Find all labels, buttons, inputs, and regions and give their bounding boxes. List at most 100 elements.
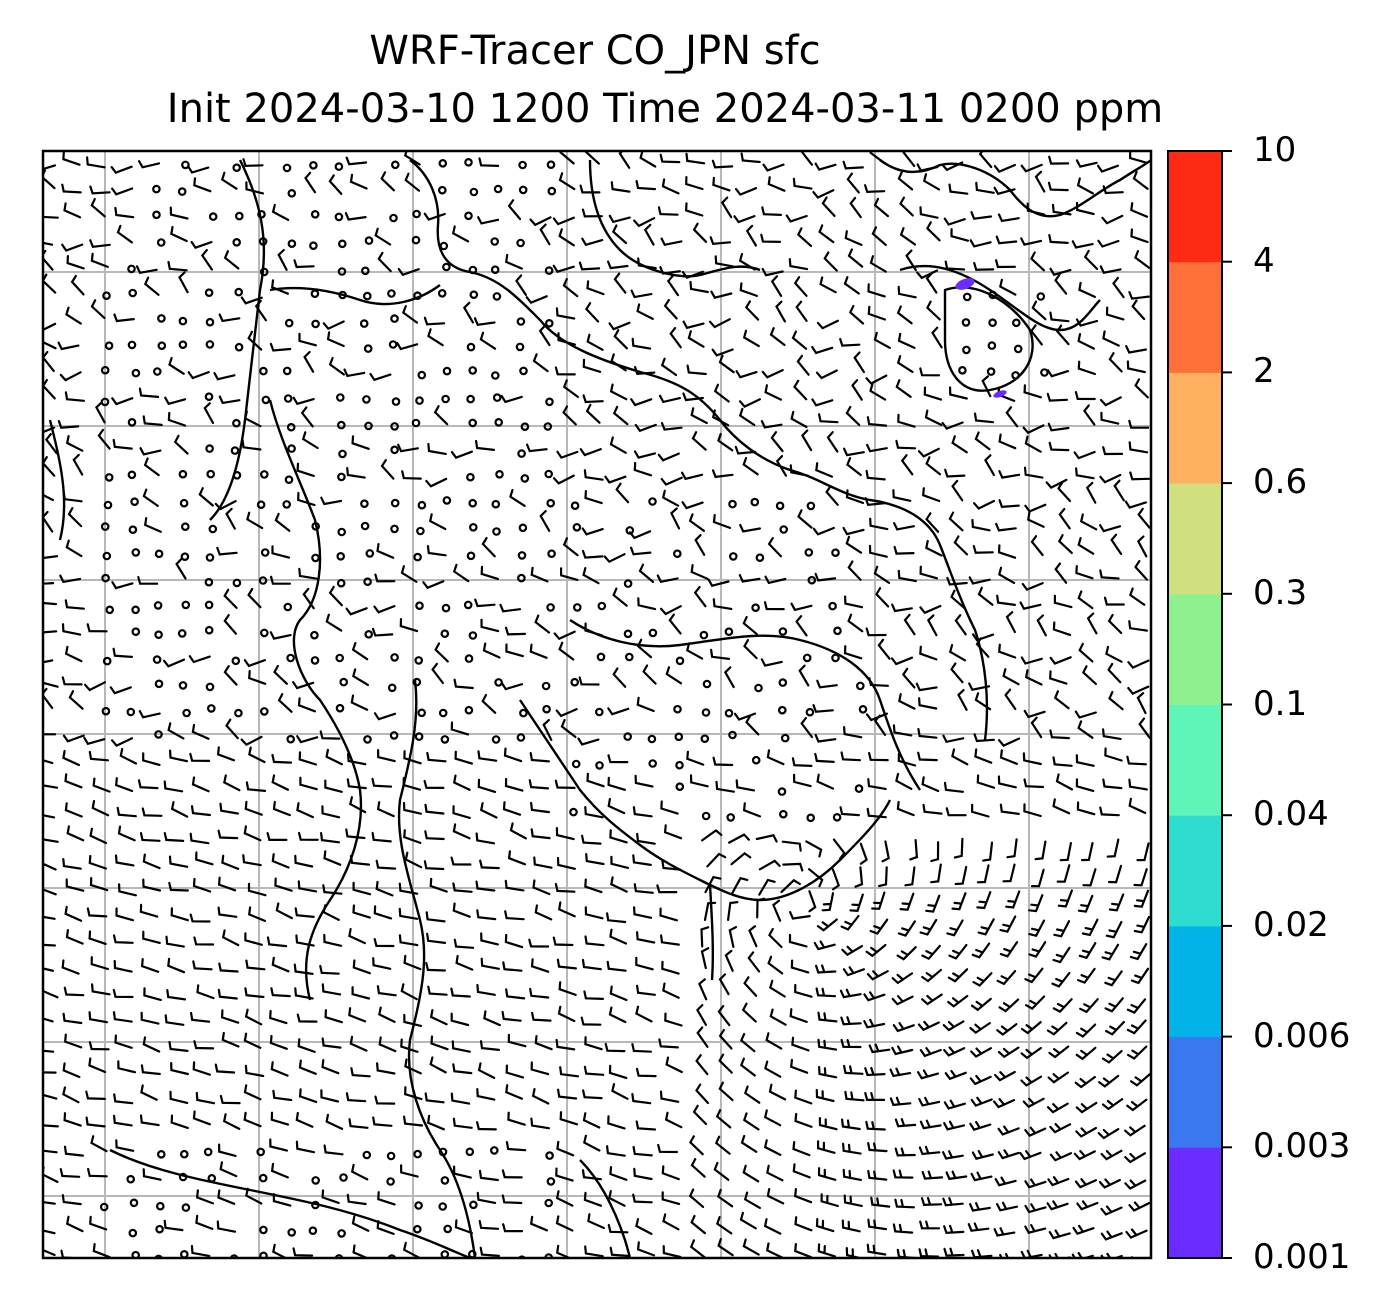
wind-barb [897,332,916,349]
wind-barb [423,212,446,221]
wind-barb [216,546,238,556]
calm-marker [232,418,241,428]
wind-barb [755,834,778,843]
wind-barb [500,682,524,691]
calm-marker [310,289,320,299]
wind-barb [135,265,158,275]
wind-barb [320,496,343,506]
wind-barb [532,353,549,373]
wind-barb [43,967,55,972]
wind-barb [945,807,967,817]
wind-barb [558,172,576,191]
wind-barb [297,880,318,893]
calm-marker [337,239,347,249]
wind-barb [894,1118,917,1128]
calm-marker [154,679,164,689]
wind-barb [221,854,240,870]
wind-barb [747,951,761,973]
calm-marker [1011,318,1021,328]
wind-barb [114,854,135,867]
wind-barb [1024,669,1043,686]
wind-barb [480,565,499,580]
wind-barb [554,366,576,376]
wind-barb [977,586,994,606]
wind-barb [266,936,288,948]
wind-barb [873,331,891,349]
wind-barb [65,878,85,892]
wind-barb [273,664,288,685]
wind-barb [711,348,734,357]
wind-barb [586,333,604,351]
wind-barb [62,151,81,166]
calm-marker [806,501,816,511]
wind-barb [1049,1151,1072,1162]
wind-barb [380,459,395,480]
calm-marker [490,371,500,380]
calm-marker [988,290,998,300]
calm-marker [517,573,526,583]
wind-barb [941,161,964,172]
calm-marker [544,469,554,479]
wind-barb [297,491,316,507]
wind-barb [192,877,212,893]
wind-barb [1108,690,1124,711]
wind-barb [1020,1075,1043,1087]
calm-marker [335,703,345,713]
wind-barb [899,227,917,246]
colorbar-segment [1168,372,1222,484]
calm-marker [308,1226,318,1236]
wind-barb [1131,299,1146,321]
wind-barb [505,643,524,658]
wind-barb [743,976,758,997]
wind-barb [1102,728,1122,740]
wind-barb [831,868,841,891]
calm-marker [387,683,397,693]
wind-barb [1071,240,1094,249]
wind-barb [504,253,523,270]
wind-barb [718,973,730,996]
colorbar-segment [1168,1147,1222,1259]
wind-barb [423,860,445,871]
wind-barb [404,172,421,192]
wind-barb [1023,384,1042,399]
wind-barb [502,961,523,972]
wind-barb [296,1013,318,1023]
wind-barb [558,228,575,247]
calm-marker [334,1254,344,1258]
wind-barb [275,902,293,920]
wind-barb [453,938,475,949]
wind-barb [112,647,133,658]
wind-barb [844,1090,865,1102]
calm-marker [364,421,373,431]
wind-barb [1102,778,1123,790]
wind-barb [893,522,915,531]
calm-marker [335,653,345,663]
calm-marker [127,264,136,274]
wind-barb [997,1125,1020,1136]
wind-barb [789,464,809,477]
wind-barb [1075,159,1098,168]
wind-barb [763,1139,782,1156]
wind-barb [1128,419,1150,429]
wind-barb [1075,201,1095,216]
wind-barb [922,173,941,191]
wind-barb [843,726,863,739]
wind-barb [734,445,757,455]
wind-barb [710,648,731,660]
wind-barb [168,881,189,892]
wind-barb [1128,797,1147,814]
wind-barb [869,517,889,531]
wind-barb [793,773,812,788]
wind-barb [348,1007,367,1023]
wind-barb [72,453,84,476]
wind-barb [243,1111,262,1128]
wind-barb [631,1043,652,1053]
wind-barb [90,252,109,268]
wind-barb [1077,537,1095,555]
calm-marker [466,472,475,482]
wind-barb [583,990,604,1000]
calm-marker [389,213,398,223]
wind-barb [972,633,995,642]
wind-barb [66,255,85,270]
calm-marker [128,525,138,535]
